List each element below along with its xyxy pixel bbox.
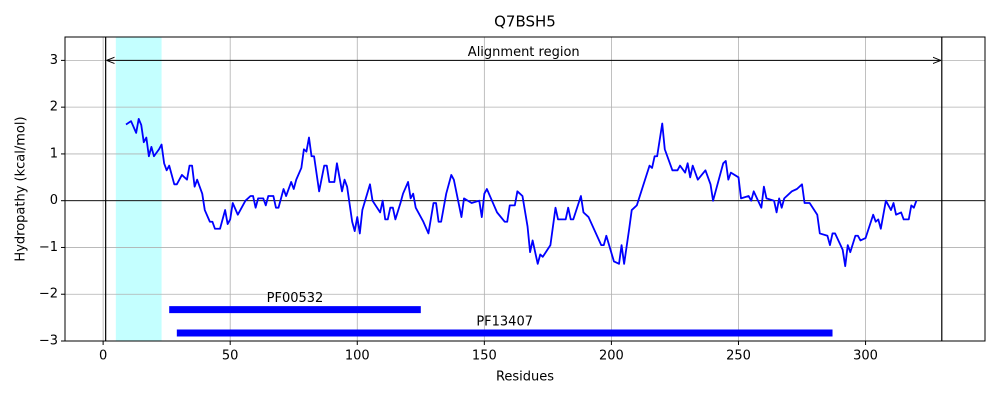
y-tick-label: 0 (50, 193, 58, 208)
y-tick-label: −2 (39, 287, 58, 302)
x-tick-label: 200 (599, 349, 624, 364)
x-tick-label: 300 (853, 349, 878, 364)
hydropathy-line (125, 117, 918, 268)
highlight-span (115, 37, 162, 341)
arrow-label: Alignment region (468, 45, 580, 60)
y-tick-label: −1 (39, 240, 58, 255)
y-tick-label: 1 (50, 146, 58, 161)
x-tick-label: 50 (222, 349, 239, 364)
y-tick-label: 3 (50, 53, 58, 68)
y-tick-label: −3 (39, 334, 58, 349)
x-tick-label: 150 (472, 349, 497, 364)
chart-title: Q7BSH5 (494, 13, 556, 31)
x-tick-label: 250 (726, 349, 751, 364)
x-tick-label: 100 (345, 349, 370, 364)
x-axis-label: Residues (496, 370, 554, 385)
y-tick-label: 2 (50, 100, 58, 115)
y-axis-label: Hydropathy (kcal/mol) (14, 116, 29, 261)
plot-frame (64, 36, 986, 342)
domain-label: PF13407 (476, 315, 533, 330)
domain-label: PF00532 (267, 291, 324, 306)
x-tick-label: 0 (99, 349, 107, 364)
